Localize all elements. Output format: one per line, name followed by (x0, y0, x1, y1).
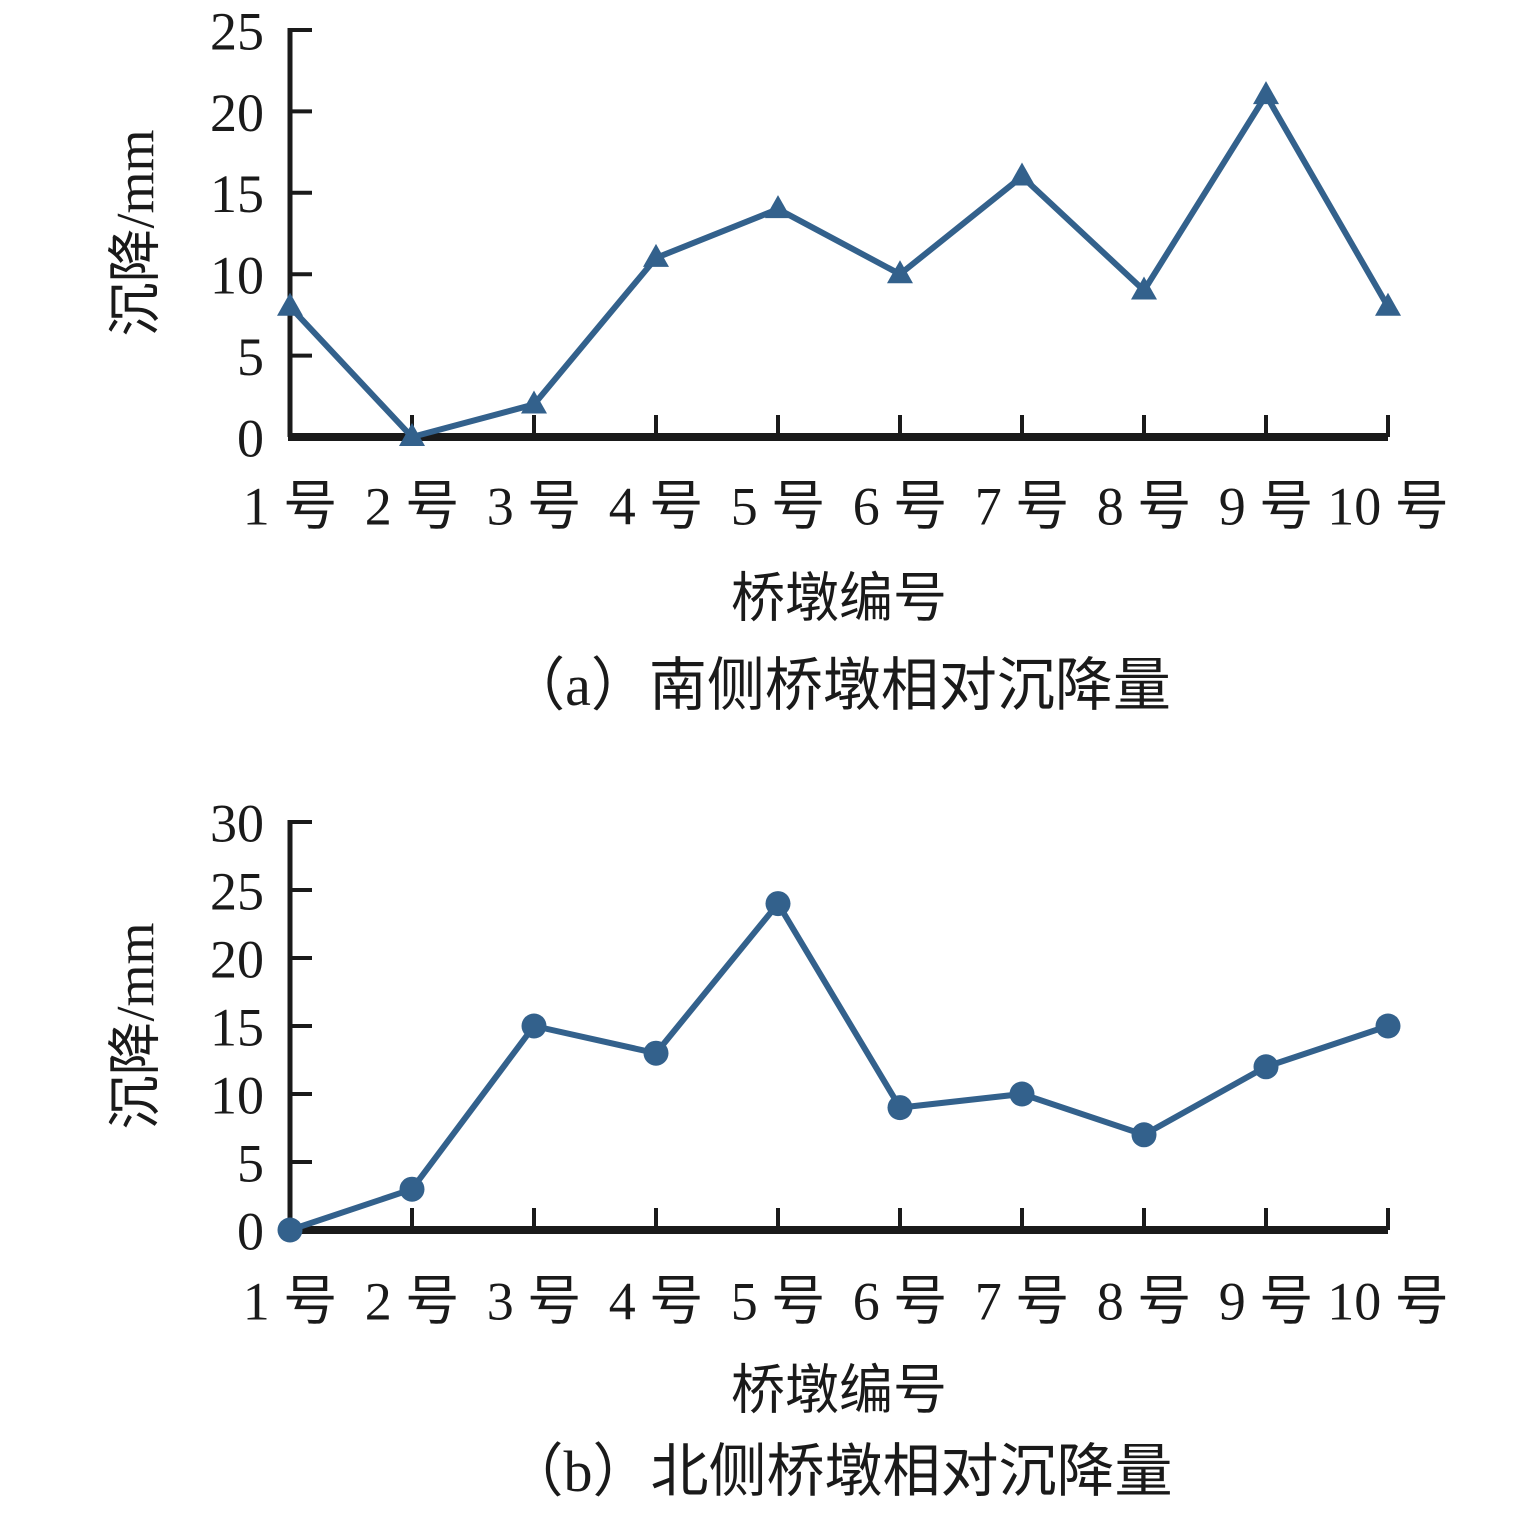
chart-b-x-category-label: 8 号 (1097, 1271, 1192, 1331)
chart-a: 0 5 10 15 20 25 1 号 2 号 3 号 4 号 5 号 6 号 7 号 8 号 9 号 10 … (210, 1, 1449, 536)
chart-a-y-tick-label: 0 (237, 408, 264, 468)
chart-b-data-point-circle (1375, 1013, 1401, 1039)
chart-b-y-tick-label: 15 (210, 997, 264, 1057)
chart-b-x-category-label: 1 号 (243, 1271, 338, 1331)
chart-a-data-point-triangle (643, 243, 669, 267)
chart-b-series-line (287, 900, 1391, 1233)
chart-a-x-category-label: 8 号 (1097, 476, 1192, 536)
chart-b-y-tick-label: 20 (210, 929, 264, 989)
chart-a-data-point-triangle (399, 423, 425, 446)
chart-a-data-point-triangle (277, 292, 303, 316)
chart-b-x-category-label: 2 号 (365, 1271, 460, 1331)
chart-b-x-category-label: 4 号 (609, 1271, 704, 1331)
chart-a-data-point-triangle (521, 390, 547, 414)
chart-b-x-category-label: 10 号 (1327, 1271, 1449, 1331)
chart-b-y-tick-label: 10 (210, 1065, 264, 1125)
chart-a-y-axis-title: 沉降/mm (105, 129, 166, 337)
chart-b-x-axis-title: 桥墩编号 (731, 1360, 947, 1421)
chart-a-x-category-label: 9 号 (1219, 476, 1314, 536)
chart-b-data-point-circle (1131, 1122, 1157, 1148)
chart-a-data-point-triangle (1131, 276, 1157, 300)
chart-b-y-tick-label: 5 (237, 1133, 264, 1193)
chart-a-y-tick-label: 5 (237, 327, 264, 387)
chart-b-y-tick-label: 0 (237, 1201, 264, 1261)
chart-a-x-category-label: 5 号 (731, 476, 826, 536)
chart-a-data-point-triangle (1253, 81, 1279, 105)
chart-b-data-point-circle (521, 1013, 547, 1039)
chart-b-data-point-circle (399, 1176, 425, 1202)
chart-b-data-point-circle (643, 1040, 669, 1066)
chart-b-x-category-label: 6 号 (853, 1271, 948, 1331)
chart-a-x-category-label: 4 号 (609, 476, 704, 536)
chart-b-y-tick-label: 25 (210, 861, 264, 921)
chart-a-x-category-label: 1 号 (243, 476, 338, 536)
chart-b-x-category-label: 7 号 (975, 1271, 1070, 1331)
chart-a-x-category-label: 10 号 (1327, 476, 1449, 536)
chart-b-data-point-circle (765, 891, 791, 917)
chart-b-caption: （b）北侧桥墩相对沉降量 (505, 1439, 1173, 1504)
chart-a-x-category-label: 2 号 (365, 476, 460, 536)
chart-a-data-point-triangle (887, 260, 913, 284)
chart-a-x-category-label: 6 号 (853, 476, 948, 536)
chart-a-x-axis-title: 桥墩编号 (731, 568, 947, 629)
chart-a-x-category-label: 7 号 (975, 476, 1070, 536)
chart-a-data-point-triangle (1375, 292, 1401, 316)
chart-a-series-line (287, 92, 1391, 440)
chart-b-data-point-circle (1009, 1081, 1035, 1107)
chart-b-data-point-circle (887, 1095, 913, 1121)
chart-b-x-category-label: 9 号 (1219, 1271, 1314, 1331)
chart-b-y-tick-label: 30 (210, 793, 264, 853)
chart-a-caption: （a）南侧桥墩相对沉降量 (507, 653, 1171, 718)
chart-a-y-tick-label: 10 (210, 246, 264, 306)
chart-a-y-tick-label: 20 (210, 83, 264, 143)
chart-a-y-tick-label: 25 (210, 1, 264, 61)
chart-b-x-category-label: 3 号 (487, 1271, 582, 1331)
chart-a-y-tick-label: 15 (210, 164, 264, 224)
chart-b-data-point-circle (1253, 1054, 1279, 1080)
chart-a-data-point-triangle (1009, 162, 1035, 186)
chart-b-x-category-label: 5 号 (731, 1271, 826, 1331)
chart-b-y-axis-title: 沉降/mm (105, 922, 166, 1130)
chart-a-data-point-triangle (765, 195, 791, 219)
chart-b-data-point-circle (277, 1217, 303, 1243)
chart-a-x-category-label: 3 号 (487, 476, 582, 536)
